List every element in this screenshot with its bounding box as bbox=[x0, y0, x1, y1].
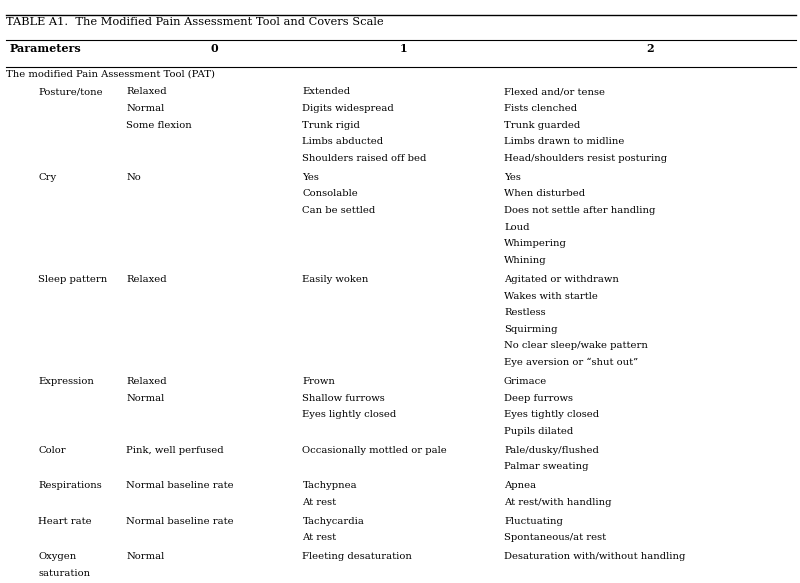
Text: Can be settled: Can be settled bbox=[302, 206, 376, 215]
Text: Desaturation with/without handling: Desaturation with/without handling bbox=[504, 553, 686, 561]
Text: 1: 1 bbox=[399, 43, 407, 54]
Text: Head/shoulders resist posturing: Head/shoulders resist posturing bbox=[504, 154, 667, 163]
Text: No clear sleep/wake pattern: No clear sleep/wake pattern bbox=[504, 342, 648, 350]
Text: Respirations: Respirations bbox=[38, 482, 102, 490]
Text: Pupils dilated: Pupils dilated bbox=[504, 427, 574, 436]
Text: Tachypnea: Tachypnea bbox=[302, 482, 357, 490]
Text: Frown: Frown bbox=[302, 377, 335, 386]
Text: Grimace: Grimace bbox=[504, 377, 547, 386]
Text: Whining: Whining bbox=[504, 256, 546, 265]
Text: Apnea: Apnea bbox=[504, 482, 536, 490]
Text: Fleeting desaturation: Fleeting desaturation bbox=[302, 553, 412, 561]
Text: At rest/with handling: At rest/with handling bbox=[504, 498, 611, 507]
Text: Normal baseline rate: Normal baseline rate bbox=[126, 482, 234, 490]
Text: Normal baseline rate: Normal baseline rate bbox=[126, 517, 234, 526]
Text: Consolable: Consolable bbox=[302, 189, 358, 198]
Text: At rest: At rest bbox=[302, 533, 337, 542]
Text: Flexed and/or tense: Flexed and/or tense bbox=[504, 87, 605, 96]
Text: Heart rate: Heart rate bbox=[38, 517, 92, 526]
Text: Posture/tone: Posture/tone bbox=[38, 87, 103, 96]
Text: Normal: Normal bbox=[126, 394, 165, 402]
Text: Restless: Restless bbox=[504, 308, 546, 317]
Text: Yes: Yes bbox=[302, 173, 319, 182]
Text: Relaxed: Relaxed bbox=[126, 275, 167, 284]
Text: Spontaneous/at rest: Spontaneous/at rest bbox=[504, 533, 606, 542]
Text: Sleep pattern: Sleep pattern bbox=[38, 275, 108, 284]
Text: Limbs drawn to midline: Limbs drawn to midline bbox=[504, 138, 624, 146]
Text: Tachycardia: Tachycardia bbox=[302, 517, 364, 526]
Text: Eyes tightly closed: Eyes tightly closed bbox=[504, 410, 599, 419]
Text: Shoulders raised off bed: Shoulders raised off bed bbox=[302, 154, 426, 163]
Text: Deep furrows: Deep furrows bbox=[504, 394, 573, 402]
Text: Digits widespread: Digits widespread bbox=[302, 104, 394, 113]
Text: Eyes lightly closed: Eyes lightly closed bbox=[302, 410, 397, 419]
Text: Some flexion: Some flexion bbox=[126, 121, 192, 129]
Text: Normal: Normal bbox=[126, 104, 165, 113]
Text: TABLE A1.  The Modified Pain Assessment Tool and Covers Scale: TABLE A1. The Modified Pain Assessment T… bbox=[6, 17, 384, 27]
Text: Shallow furrows: Shallow furrows bbox=[302, 394, 385, 402]
Text: Oxygen: Oxygen bbox=[38, 553, 77, 561]
Text: At rest: At rest bbox=[302, 498, 337, 507]
Text: Easily woken: Easily woken bbox=[302, 275, 369, 284]
Text: Fists clenched: Fists clenched bbox=[504, 104, 577, 113]
Text: Parameters: Parameters bbox=[10, 43, 82, 54]
Text: Yes: Yes bbox=[504, 173, 521, 182]
Text: Extended: Extended bbox=[302, 87, 350, 96]
Text: Wakes with startle: Wakes with startle bbox=[504, 292, 598, 300]
Text: saturation: saturation bbox=[38, 569, 90, 578]
Text: Limbs abducted: Limbs abducted bbox=[302, 138, 383, 146]
Text: Normal: Normal bbox=[126, 553, 165, 561]
Text: Agitated or withdrawn: Agitated or withdrawn bbox=[504, 275, 619, 284]
Text: 2: 2 bbox=[646, 43, 654, 54]
Text: Pink, well perfused: Pink, well perfused bbox=[126, 446, 224, 455]
Text: Whimpering: Whimpering bbox=[504, 240, 567, 248]
Text: Squirming: Squirming bbox=[504, 325, 558, 333]
Text: Trunk guarded: Trunk guarded bbox=[504, 121, 580, 129]
Text: Pale/dusky/flushed: Pale/dusky/flushed bbox=[504, 446, 599, 455]
Text: The modified Pain Assessment Tool (PAT): The modified Pain Assessment Tool (PAT) bbox=[6, 70, 215, 79]
Text: Palmar sweating: Palmar sweating bbox=[504, 462, 589, 471]
Text: Fluctuating: Fluctuating bbox=[504, 517, 563, 526]
Text: 0: 0 bbox=[210, 43, 218, 54]
Text: Does not settle after handling: Does not settle after handling bbox=[504, 206, 655, 215]
Text: Relaxed: Relaxed bbox=[126, 377, 167, 386]
Text: Loud: Loud bbox=[504, 223, 530, 231]
Text: Color: Color bbox=[38, 446, 66, 455]
Text: Expression: Expression bbox=[38, 377, 94, 386]
Text: Trunk rigid: Trunk rigid bbox=[302, 121, 360, 129]
Text: Cry: Cry bbox=[38, 173, 57, 182]
Text: No: No bbox=[126, 173, 141, 182]
Text: When disturbed: When disturbed bbox=[504, 189, 585, 198]
Text: Occasionally mottled or pale: Occasionally mottled or pale bbox=[302, 446, 447, 455]
Text: Eye aversion or “shut out”: Eye aversion or “shut out” bbox=[504, 358, 638, 367]
Text: Relaxed: Relaxed bbox=[126, 87, 167, 96]
